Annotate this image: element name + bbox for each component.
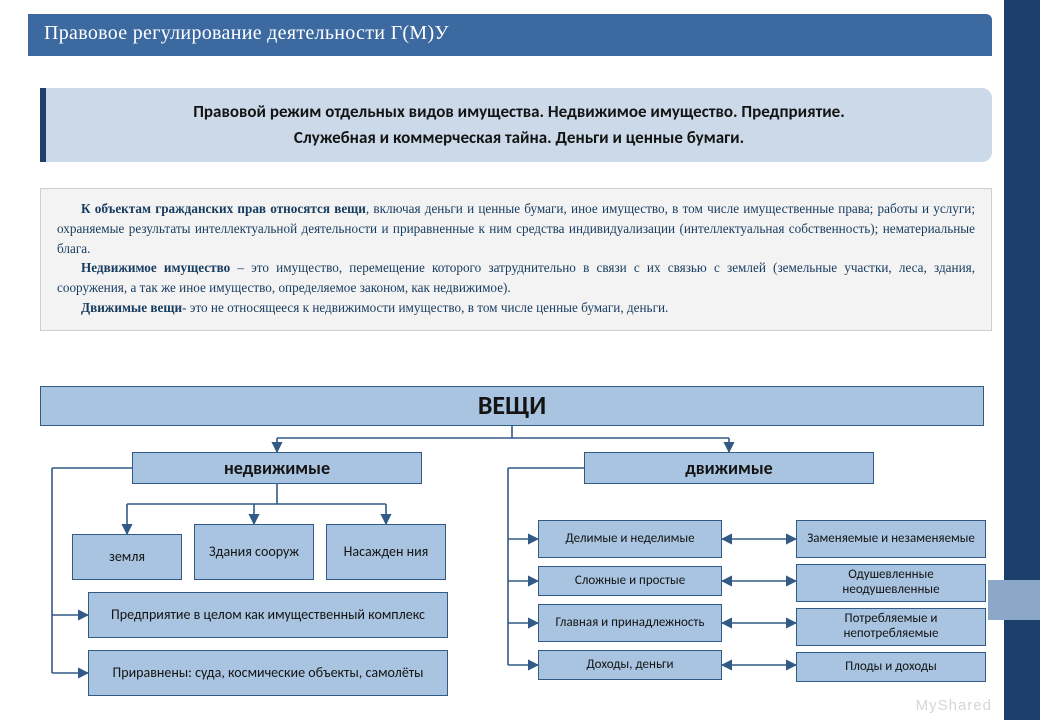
page-title: Правовое регулирование деятельности Г(М)… [28, 14, 992, 56]
node-movable-right-3: Плоды и доходы [796, 652, 986, 682]
node-movable-left-1: Сложные и простые [538, 566, 722, 596]
node-movable-right-1: Одушевленные неодушевленные [796, 564, 986, 602]
node-immovable: недвижимые [132, 452, 422, 484]
node-movable-left-0: Делимые и неделимые [538, 520, 722, 558]
intro-bold-1: К объектам гражданских прав относятся ве… [81, 201, 366, 216]
node-root: ВЕЩИ [40, 386, 984, 426]
node-movable-right-2: Потребляемые и непотребляемые [796, 608, 986, 646]
things-tree-diagram: ВЕЩИ недвижимые движимые земля Здания сооруж… [32, 386, 992, 706]
watermark: MyShared [916, 697, 992, 714]
subtitle-line1: Правовой режим отдельных видов имущества… [193, 99, 845, 125]
intro-bold-2: Недвижимое имущество [81, 260, 230, 275]
node-movable-left-2: Главная и принадлежность [538, 604, 722, 642]
node-movable-left-3: Доходы, деньги [538, 650, 722, 680]
subtitle-band: Правовой режим отдельных видов имущества… [40, 88, 992, 162]
node-immovable-0: земля [72, 534, 182, 580]
node-immovable-2: Насажден ния [326, 524, 446, 580]
node-immovable-1: Здания сооруж [194, 524, 314, 580]
intro-bold-3: Движимые вещи [81, 300, 182, 315]
intro-run-6: - это не относящееся к недвижимости имущ… [182, 300, 668, 315]
node-immovable-4: Приравнены: суда, космические объекты, с… [88, 650, 448, 696]
node-movable-right-0: Заменяемые и незаменяемые [796, 520, 986, 558]
intro-paragraph: К объектам гражданских прав относятся ве… [40, 188, 992, 331]
node-immovable-3: Предприятие в целом как имущественный ко… [88, 592, 448, 638]
node-movable: движимые [584, 452, 874, 484]
right-accent-light [988, 580, 1040, 620]
subtitle-line2: Служебная и коммерческая тайна. Деньги и… [294, 125, 744, 151]
